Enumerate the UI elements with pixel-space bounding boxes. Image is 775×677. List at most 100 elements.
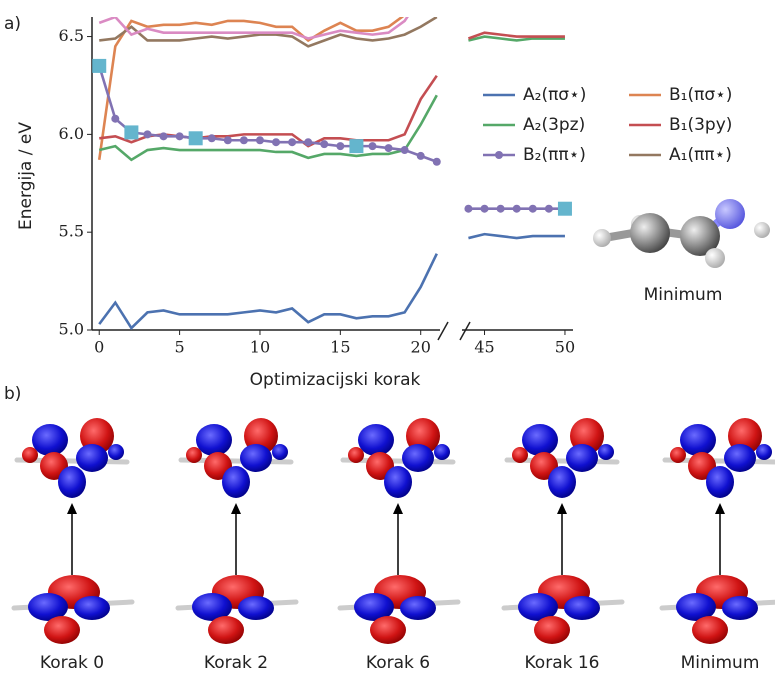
panel-label: b) [4, 384, 21, 404]
orbital-lobe [522, 424, 558, 456]
orbital-lobe [724, 444, 756, 472]
orbital-lobe [348, 447, 364, 463]
point [432, 157, 441, 166]
x-tick-label: 20 [411, 338, 431, 357]
y-tick-label: 6.0 [59, 124, 84, 143]
plot: 5.0 5.5 6.0 6.5 0 5 10 15 20 45 50 A₂(πσ⋆) B₁(πσ⋆) A₂… [59, 17, 732, 357]
point [464, 204, 473, 213]
orbital-lobe [370, 616, 406, 644]
panel-label: a) [4, 14, 21, 34]
orbital-lobe [692, 616, 728, 644]
point [111, 114, 120, 123]
orbital-lobe [676, 593, 716, 621]
orbital-lobe [706, 466, 734, 498]
legend-label: B₁(πσ⋆) [669, 85, 732, 105]
point [239, 136, 248, 145]
x-axis-label: Optimizacijski korak [250, 370, 421, 390]
series-line [468, 35, 565, 42]
x-tick-label: 50 [555, 338, 575, 357]
orbital-lobe [434, 444, 450, 460]
orbital-lobe [512, 447, 528, 463]
x-tick-label: 45 [474, 338, 494, 357]
molecule: Minimum [593, 199, 770, 305]
arrowhead [393, 503, 403, 514]
y-tick-label: 5.5 [59, 222, 84, 241]
x-tick-label: 15 [330, 338, 350, 357]
point [175, 132, 184, 141]
orbital-label: Minimum [681, 653, 760, 673]
orbital-lobe [566, 444, 598, 472]
series-line [98, 17, 409, 40]
point [528, 204, 537, 213]
point [207, 134, 216, 143]
orbital-lobe [598, 444, 614, 460]
orbital-lobe [354, 593, 394, 621]
y-tick-label: 6.5 [59, 26, 84, 45]
orbital-lobe [196, 424, 232, 456]
orbital-lobe [534, 616, 570, 644]
y-tick-label: 5.0 [59, 320, 84, 339]
arrowhead [715, 503, 725, 514]
orbital-lobe [32, 424, 68, 456]
point [255, 136, 264, 145]
arrowhead [557, 503, 567, 514]
orbital-lobe [44, 616, 80, 644]
series-line [97, 17, 405, 160]
orbital-lobe [208, 616, 244, 644]
orbital-lobe [238, 596, 274, 620]
orbital-lobe [192, 593, 232, 621]
legend-label: A₁(ππ⋆) [669, 145, 732, 165]
orbitals: Korak 0 Korak 2 Korak 6 Korak 16 Minimum [11, 418, 775, 673]
arrowhead [231, 503, 241, 514]
point [416, 151, 425, 160]
square-marker [188, 131, 203, 146]
square-marker [124, 125, 139, 140]
orbital-lobe [722, 596, 758, 620]
series-line [99, 17, 438, 48]
x-tick-label: 0 [94, 338, 104, 357]
molecule-label: Minimum [644, 285, 723, 305]
orbital-lobe [358, 424, 394, 456]
orbital-label: Korak 16 [525, 653, 600, 673]
point [143, 130, 152, 139]
point [480, 204, 489, 213]
point [496, 204, 505, 213]
legend-label: A₂(3pz) [523, 115, 585, 135]
orbital-lobe [222, 466, 250, 498]
orbital-lobe [240, 444, 272, 472]
orbital-lobe [756, 444, 772, 460]
orbital-lobe [564, 596, 600, 620]
legend-marker [495, 151, 503, 159]
series-group [92, 17, 572, 331]
orbital-label: Korak 6 [366, 653, 430, 673]
orbital-lobe [548, 466, 576, 498]
orbital-lobe [680, 424, 716, 456]
point [288, 138, 297, 147]
point [272, 138, 281, 147]
orbital-lobe [22, 447, 38, 463]
series-line [98, 253, 438, 331]
square-marker [557, 201, 572, 216]
point [544, 204, 553, 213]
orbital-lobe [58, 466, 86, 498]
series-line [468, 232, 565, 240]
orbital-lobe [670, 447, 686, 463]
point [384, 144, 393, 153]
point [368, 142, 377, 151]
point [320, 140, 329, 149]
point [304, 138, 313, 147]
orbital-lobe [402, 444, 434, 472]
orbital-lobe [74, 596, 110, 620]
x-tick-label: 10 [250, 338, 270, 357]
y-axis-label: Energija / eV [16, 122, 36, 230]
series-line [98, 94, 438, 162]
point [400, 146, 409, 155]
legend-label: B₁(3py) [669, 115, 732, 135]
legend-label: A₂(πσ⋆) [523, 85, 586, 105]
point [336, 142, 345, 151]
orbital-label: Korak 0 [40, 653, 104, 673]
series-line [97, 65, 438, 163]
orbital-lobe [272, 444, 288, 460]
